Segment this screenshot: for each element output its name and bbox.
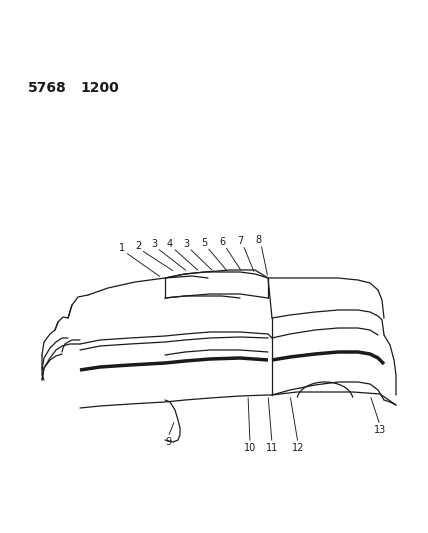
Text: 3: 3 [151,239,157,249]
Text: 3: 3 [183,239,189,249]
Text: 5768: 5768 [28,81,67,95]
Text: 9: 9 [165,437,171,447]
Text: 8: 8 [255,235,261,245]
Text: 4: 4 [167,239,173,249]
Text: 1: 1 [119,243,125,253]
Text: 6: 6 [219,237,225,247]
Text: 5: 5 [201,238,207,248]
Text: 13: 13 [374,425,386,435]
Text: 7: 7 [237,236,243,246]
Text: 2: 2 [135,241,141,251]
Text: 10: 10 [244,443,256,453]
Text: 12: 12 [292,443,304,453]
Text: 11: 11 [266,443,278,453]
Text: 1200: 1200 [80,81,119,95]
